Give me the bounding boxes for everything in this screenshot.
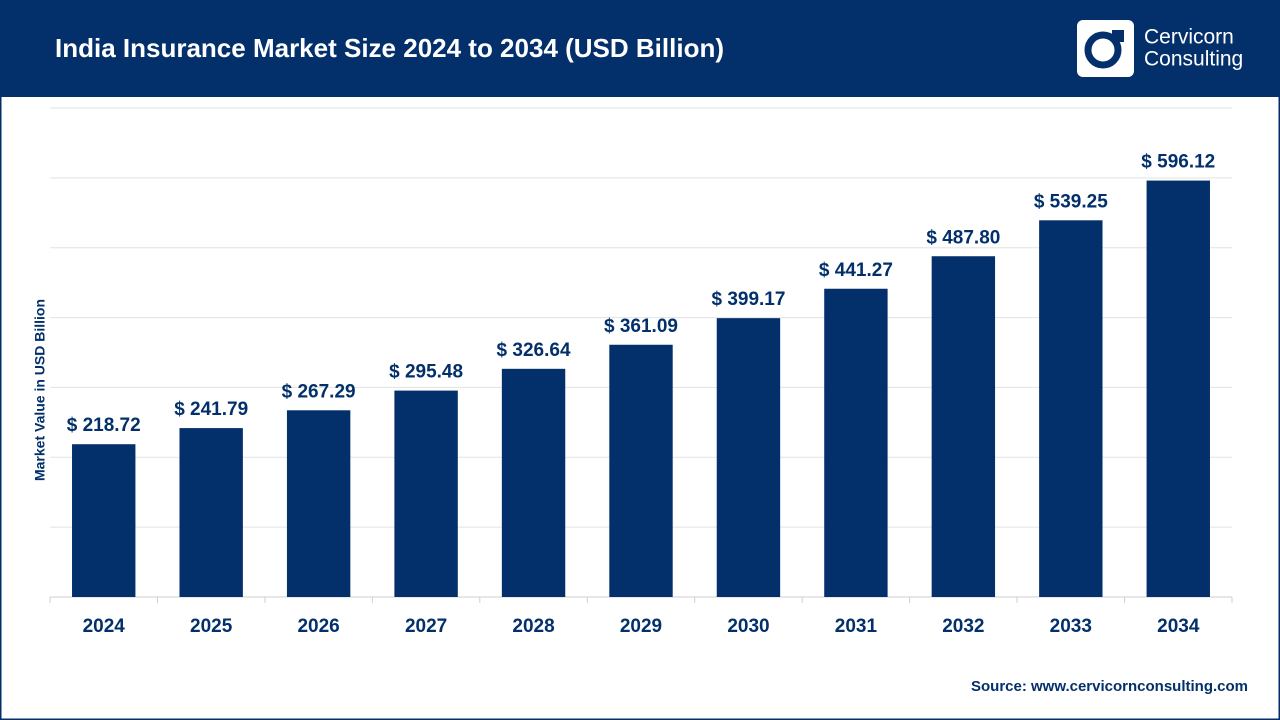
chart-title: India Insurance Market Size 2024 to 2034… xyxy=(55,33,724,63)
x-tick-label: 2032 xyxy=(942,616,984,637)
bar xyxy=(72,444,136,597)
x-tick-label: 2025 xyxy=(190,616,233,637)
logo-mark xyxy=(1112,30,1124,42)
x-tick-label: 2026 xyxy=(297,616,339,637)
x-tick-label: 2024 xyxy=(83,616,126,637)
x-tick-label: 2028 xyxy=(512,616,554,637)
bar xyxy=(931,256,996,597)
header xyxy=(0,0,1280,97)
x-tick-label: 2027 xyxy=(405,616,447,637)
data-label: $ 399.17 xyxy=(711,289,785,310)
bar xyxy=(501,368,566,597)
x-tick-label: 2031 xyxy=(835,616,878,637)
data-label: $ 539.25 xyxy=(1034,191,1108,212)
data-label: $ 487.80 xyxy=(926,227,1000,248)
data-label: $ 361.09 xyxy=(604,316,678,337)
x-tick-label: 2029 xyxy=(620,616,662,637)
bar xyxy=(394,390,458,597)
bar xyxy=(286,410,351,597)
data-label: $ 267.29 xyxy=(282,381,356,402)
data-label: $ 218.72 xyxy=(67,415,141,436)
data-label: $ 596.12 xyxy=(1141,152,1215,173)
bar xyxy=(1146,180,1210,597)
data-label: $ 441.27 xyxy=(819,260,893,281)
logo-mark xyxy=(1084,31,1122,69)
x-tick-label: 2033 xyxy=(1050,616,1092,637)
bar xyxy=(824,288,888,597)
source: Source: www.cervicornconsulting.com xyxy=(971,678,1248,695)
x-tick-label: 2030 xyxy=(727,616,769,637)
y-axis-label: Market Value in USD Billion xyxy=(32,299,48,481)
data-label: $ 295.48 xyxy=(389,362,463,383)
logo-text: Consulting xyxy=(1144,48,1243,71)
bar xyxy=(716,318,781,597)
data-label: $ 241.79 xyxy=(174,399,248,420)
logo-text: Cervicorn xyxy=(1144,26,1234,49)
data-label: $ 326.64 xyxy=(497,340,571,361)
x-tick-label: 2034 xyxy=(1157,616,1200,637)
bar xyxy=(179,428,243,597)
bar xyxy=(609,344,673,597)
bar xyxy=(1039,220,1103,598)
